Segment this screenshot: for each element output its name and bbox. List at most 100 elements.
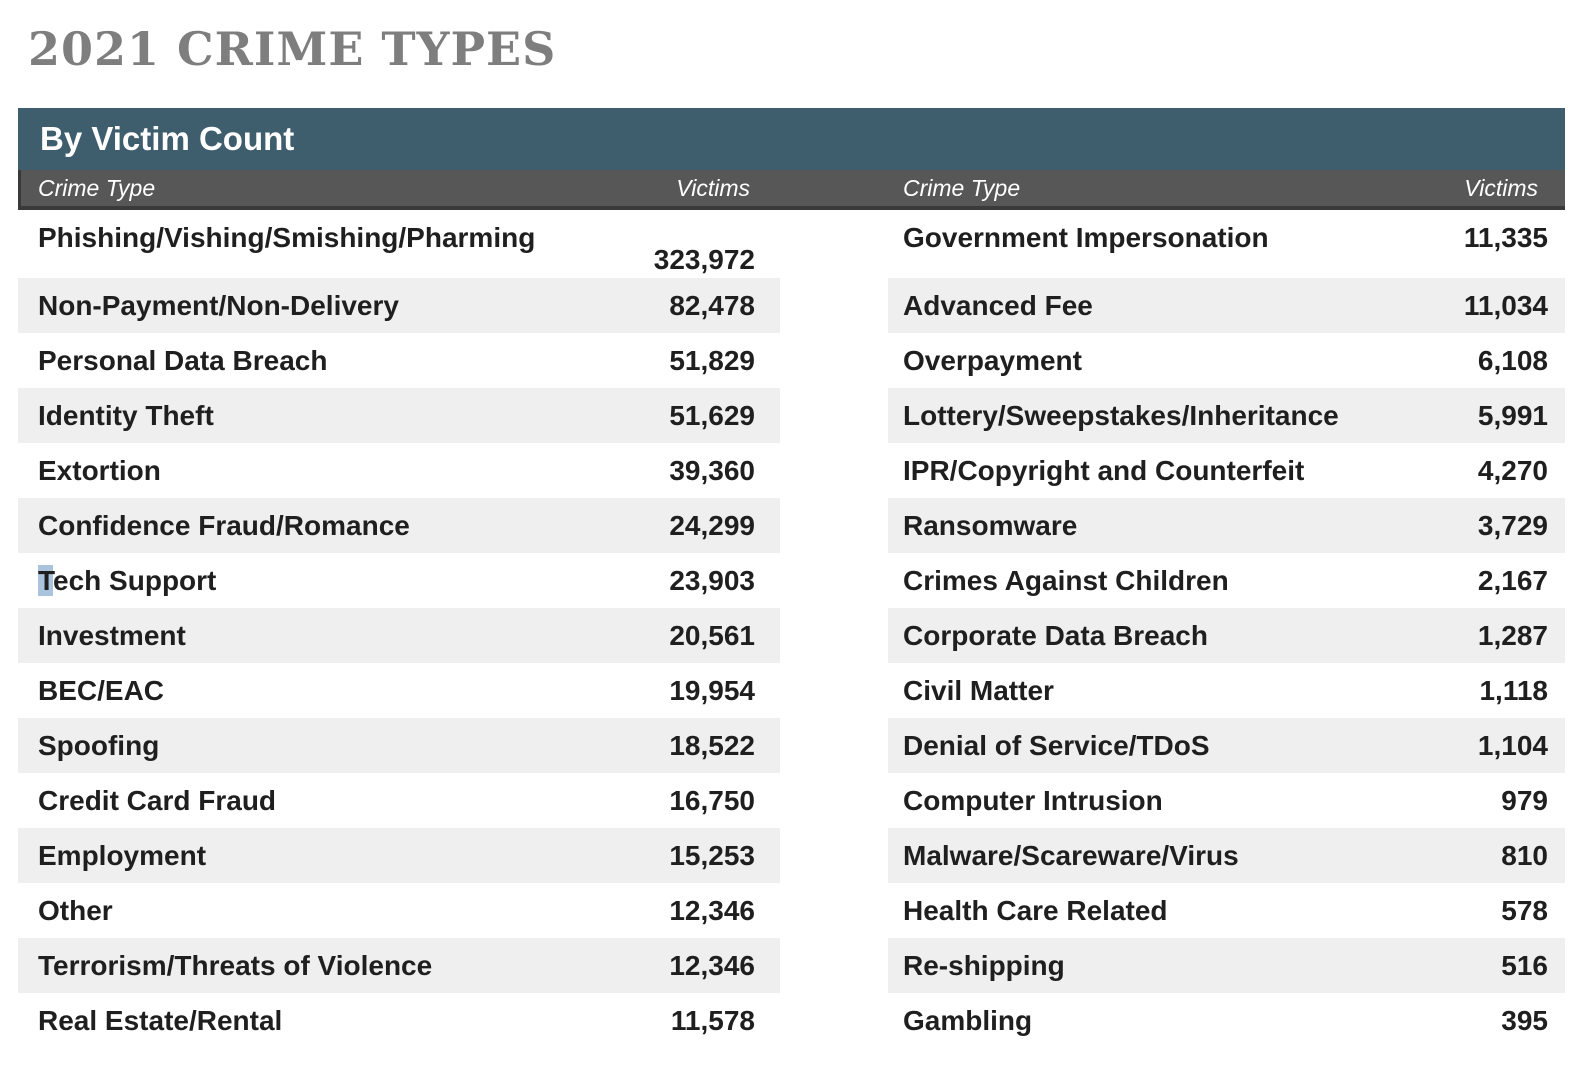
crime-type-header: Crime Type (903, 174, 1021, 201)
table-row: Spoofing 18,522 (18, 718, 780, 773)
crime-type-cell: Civil Matter (903, 674, 1054, 706)
table-row: Ransomware 3,729 (888, 498, 1565, 553)
table-row: Re-shipping 516 (888, 938, 1565, 993)
crime-type-cell: Government Impersonation (903, 222, 1269, 253)
victims-cell: 1,104 (1477, 729, 1548, 761)
crime-type-cell: Denial of Service/TDoS (903, 729, 1210, 761)
victims-cell: 16,750 (669, 784, 755, 816)
table-row: Overpayment 6,108 (888, 333, 1565, 388)
victims-cell: 4,270 (1477, 454, 1548, 486)
crime-type-cell: Tech Support (38, 564, 217, 596)
table-row: Extortion 39,360 (18, 443, 780, 498)
crime-type-cell: Identity Theft (38, 399, 214, 431)
crime-type-cell: Personal Data Breach (38, 344, 328, 376)
victims-cell: 82,478 (669, 289, 755, 321)
victims-cell: 51,629 (669, 399, 755, 431)
victims-cell: 323,972 (653, 244, 755, 275)
crime-type-cell: Lottery/Sweepstakes/Inheritance (903, 399, 1339, 431)
crime-type-cell: Spoofing (38, 729, 160, 761)
crime-type-cell: Corporate Data Breach (903, 619, 1208, 651)
table-row: Gambling 395 (888, 993, 1565, 1048)
table-row: Crimes Against Children 2,167 (888, 553, 1565, 608)
table-row: Employment 15,253 (18, 828, 780, 883)
victims-cell: 18,522 (669, 729, 755, 761)
crime-type-cell: Malware/Scareware/Virus (903, 839, 1239, 871)
victims-cell: 12,346 (669, 894, 755, 926)
page-title: 2021 CRIME TYPES (28, 22, 557, 76)
crime-type-cell: Confidence Fraud/Romance (38, 509, 410, 541)
victims-cell: 11,578 (670, 1004, 755, 1036)
table-row: Personal Data Breach 51,829 (18, 333, 780, 388)
table-row: Confidence Fraud/Romance 24,299 (18, 498, 780, 553)
text-selection-highlight: T (38, 564, 54, 596)
table-header-banner: By Victim Count (18, 108, 1565, 170)
victims-header: Victims (676, 174, 750, 201)
victims-cell: 15,253 (669, 839, 755, 871)
table-row: Civil Matter 1,118 (888, 663, 1565, 718)
victims-cell: 1,118 (1479, 674, 1548, 706)
crime-type-cell: Credit Card Fraud (38, 784, 277, 816)
table-row: Corporate Data Breach 1,287 (888, 608, 1565, 663)
crime-type-cell: Other (38, 894, 113, 926)
victims-cell: 39,360 (669, 454, 755, 486)
crime-type-cell: Terrorism/Threats of Violence (38, 949, 433, 981)
table-row: Non-Payment/Non-Delivery 82,478 (18, 278, 780, 333)
table-row: Tech Support 23,903 (18, 553, 780, 608)
column-headers-left: Crime Type Victims (21, 175, 780, 202)
table-row: Advanced Fee 11,034 (888, 278, 1565, 333)
right-column-group: Government Impersonation 11,335 Advanced… (888, 214, 1565, 1048)
table-row: BEC/EAC 19,954 (18, 663, 780, 718)
table-row: Denial of Service/TDoS 1,104 (888, 718, 1565, 773)
victims-cell: 23,903 (669, 564, 755, 596)
crime-type-cell: BEC/EAC (38, 674, 165, 706)
crime-type-cell: Extortion (38, 454, 161, 486)
crime-type-cell: Real Estate/Rental (38, 1004, 283, 1036)
crime-type-header: Crime Type (38, 174, 156, 201)
crime-type-cell: Gambling (903, 1004, 1033, 1036)
table-row: Government Impersonation 11,335 (888, 214, 1565, 278)
table-header-label: By Victim Count (40, 120, 295, 157)
victims-header: Victims (1464, 174, 1538, 201)
table-row: Health Care Related 578 (888, 883, 1565, 938)
victim-count-table: By Victim Count Crime Type Victims Crime… (18, 108, 1565, 1048)
table-row: Real Estate/Rental 11,578 (18, 993, 780, 1048)
table-row: Lottery/Sweepstakes/Inheritance 5,991 (888, 388, 1565, 443)
table-row: Credit Card Fraud 16,750 (18, 773, 780, 828)
crime-type-cell: Phishing/Vishing/Smishing/Pharming (38, 222, 536, 253)
victims-cell: 516 (1501, 949, 1548, 981)
table-row: Malware/Scareware/Virus 810 (888, 828, 1565, 883)
table-row: Identity Theft 51,629 (18, 388, 780, 443)
column-gap (780, 214, 888, 1048)
victims-cell: 578 (1501, 894, 1548, 926)
victims-cell: 12,346 (669, 949, 755, 981)
crime-type-cell: Employment (38, 839, 207, 871)
victims-cell: 2,167 (1477, 564, 1548, 596)
table-row: IPR/Copyright and Counterfeit 4,270 (888, 443, 1565, 498)
left-column-group: Phishing/Vishing/Smishing/Pharming 323,9… (18, 214, 780, 1048)
crime-type-cell: Computer Intrusion (903, 784, 1163, 816)
crime-type-cell: Overpayment (903, 344, 1082, 376)
table-row: Computer Intrusion 979 (888, 773, 1565, 828)
table-row: Investment 20,561 (18, 608, 780, 663)
column-headers-right: Crime Type Victims (888, 175, 1565, 202)
crime-type-cell: Health Care Related (903, 894, 1168, 926)
table-row: Phishing/Vishing/Smishing/Pharming 323,9… (18, 214, 780, 278)
victims-cell: 11,034 (1463, 289, 1548, 321)
victims-cell: 3,729 (1477, 509, 1548, 541)
crime-type-cell: Ransomware (903, 509, 1078, 541)
victims-cell: 979 (1501, 784, 1548, 816)
crime-type-cell: Advanced Fee (903, 289, 1093, 321)
victims-cell: 19,954 (669, 674, 755, 706)
victims-cell: 51,829 (669, 344, 755, 376)
crime-type-cell: Crimes Against Children (903, 564, 1229, 596)
table-body: Phishing/Vishing/Smishing/Pharming 323,9… (18, 214, 1565, 1048)
table-row: Other 12,346 (18, 883, 780, 938)
victims-cell: 11,335 (1463, 222, 1548, 253)
crime-type-cell: Investment (38, 619, 186, 651)
crime-type-cell: Re-shipping (903, 949, 1065, 981)
crime-type-cell: Non-Payment/Non-Delivery (38, 289, 399, 321)
victims-cell: 5,991 (1477, 399, 1548, 431)
victims-cell: 20,561 (669, 619, 755, 651)
table-row: Terrorism/Threats of Violence 12,346 (18, 938, 780, 993)
